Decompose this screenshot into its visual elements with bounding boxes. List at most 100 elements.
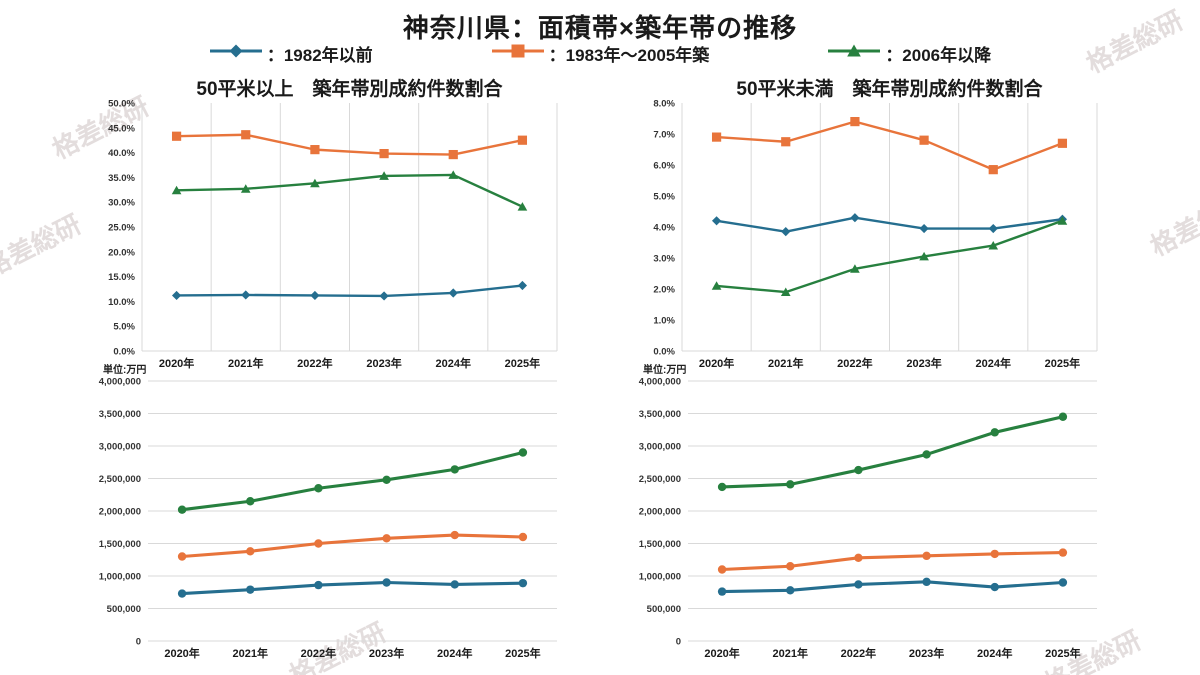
y-tick-label: 0 bbox=[676, 637, 681, 648]
data-point-marker bbox=[1058, 548, 1068, 557]
page-title: 神奈川県：面積帯×築年帯の推移 bbox=[402, 13, 798, 43]
series-line bbox=[715, 120, 1064, 171]
x-tick-label: 2022年 bbox=[841, 646, 876, 660]
data-point-marker bbox=[919, 223, 929, 234]
series-green bbox=[711, 216, 1068, 297]
x-tick-label: 2022年 bbox=[297, 356, 332, 370]
x-tick-label: 2024年 bbox=[976, 356, 1011, 370]
series-green bbox=[717, 412, 1068, 492]
x-tick-label: 2023年 bbox=[909, 646, 944, 660]
series-line bbox=[175, 284, 524, 298]
series-line bbox=[720, 551, 1065, 572]
chart-title-under50: 50平米未満 築年帯別成約件数割合 bbox=[736, 79, 1043, 100]
x-tick-label: 2025年 bbox=[1045, 646, 1080, 660]
y-tick-label: 25.0% bbox=[108, 223, 135, 234]
data-point-marker bbox=[171, 131, 182, 141]
legend-swatch-svg bbox=[209, 44, 262, 57]
series-green bbox=[171, 170, 528, 211]
data-point-marker bbox=[517, 135, 528, 145]
data-point-marker bbox=[171, 290, 182, 301]
data-point-marker bbox=[919, 135, 929, 145]
data-point-marker bbox=[990, 549, 999, 559]
x-tick-label: 2022年 bbox=[301, 646, 336, 660]
data-point-marker bbox=[448, 288, 458, 298]
data-point-marker bbox=[854, 553, 863, 562]
x-tick-label: 2024年 bbox=[437, 646, 472, 660]
series-line bbox=[175, 133, 524, 156]
y-tick-label: 6.0% bbox=[653, 161, 675, 172]
data-point-marker bbox=[382, 534, 391, 543]
series-orange bbox=[177, 530, 528, 561]
series-line bbox=[720, 415, 1065, 489]
legend-label: ：1983年〜2005年築 bbox=[548, 45, 710, 65]
legend-label: ：2006年以降 bbox=[885, 45, 992, 65]
data-point-marker bbox=[850, 213, 860, 223]
x-tick-label: 2020年 bbox=[699, 356, 734, 370]
data-point-marker bbox=[988, 165, 998, 175]
data-point-marker bbox=[922, 577, 931, 587]
legend-item-2006: ：2006年以降 bbox=[827, 41, 991, 66]
legend-swatch-svg bbox=[491, 44, 544, 57]
data-point-marker bbox=[854, 465, 863, 475]
series-blue bbox=[177, 578, 528, 598]
series-line bbox=[715, 216, 1064, 233]
data-point-marker bbox=[717, 565, 727, 574]
y-tick-label: 1.0% bbox=[653, 316, 675, 327]
data-point-marker bbox=[518, 578, 528, 588]
y-tick-label: 2,000,000 bbox=[99, 507, 141, 518]
y-tick-label: 5.0% bbox=[113, 322, 135, 333]
y-tick-label: 2,500,000 bbox=[99, 474, 141, 485]
data-point-marker bbox=[922, 551, 931, 561]
y-tick-label: 8.0% bbox=[653, 99, 675, 110]
data-point-marker bbox=[717, 482, 727, 492]
data-point-marker bbox=[240, 184, 251, 193]
series-line bbox=[180, 580, 525, 596]
data-point-marker bbox=[310, 145, 320, 155]
series-blue bbox=[171, 280, 528, 301]
y-tick-label: 3,000,000 bbox=[99, 442, 141, 453]
series-line bbox=[175, 173, 524, 208]
data-point-marker bbox=[711, 216, 722, 226]
y-tick-label: 35.0% bbox=[108, 173, 135, 184]
x-tick-label: 2021年 bbox=[228, 356, 263, 370]
y-tick-label: 3.0% bbox=[653, 254, 675, 265]
data-point-marker bbox=[850, 117, 860, 127]
y-tick-label: 500,000 bbox=[107, 604, 141, 615]
legend-label: ：1982年以前 bbox=[266, 45, 373, 65]
series-orange bbox=[717, 548, 1068, 574]
y-tick-label: 10.0% bbox=[108, 297, 135, 308]
series-line bbox=[180, 450, 525, 512]
data-point-marker bbox=[246, 585, 255, 594]
data-point-marker bbox=[786, 586, 795, 595]
x-tick-label: 2020年 bbox=[704, 646, 739, 660]
legend-marker bbox=[511, 44, 525, 57]
data-point-marker bbox=[1058, 412, 1068, 421]
legend-marker bbox=[847, 44, 862, 57]
data-point-marker bbox=[781, 227, 791, 237]
series-orange bbox=[711, 117, 1068, 175]
line-diamond-marker-icon bbox=[209, 42, 263, 65]
y-tick-label: 2,000,000 bbox=[639, 507, 681, 518]
data-point-marker bbox=[310, 290, 320, 301]
y-tick-label: 4.0% bbox=[653, 223, 675, 234]
x-tick-label: 2021年 bbox=[768, 356, 803, 370]
y-tick-label: 1,000,000 bbox=[639, 572, 681, 583]
data-point-marker bbox=[246, 547, 255, 556]
data-point-marker bbox=[517, 280, 528, 291]
series-orange bbox=[171, 130, 528, 160]
data-point-marker bbox=[517, 202, 528, 211]
y-tick-label: 2,500,000 bbox=[639, 474, 681, 485]
data-point-marker bbox=[781, 137, 791, 147]
data-point-marker bbox=[241, 290, 251, 300]
y-tick-label: 2.0% bbox=[653, 285, 675, 296]
data-point-marker bbox=[1058, 578, 1068, 587]
x-tick-label: 2024年 bbox=[436, 356, 471, 370]
data-point-marker bbox=[314, 580, 323, 590]
unit-label-left: 単位:万円 bbox=[103, 365, 147, 376]
x-tick-label: 2024年 bbox=[977, 646, 1012, 660]
y-tick-label: 15.0% bbox=[108, 272, 135, 283]
data-point-marker bbox=[314, 539, 323, 548]
data-point-marker bbox=[382, 578, 391, 587]
y-tick-label: 0.0% bbox=[113, 347, 135, 358]
